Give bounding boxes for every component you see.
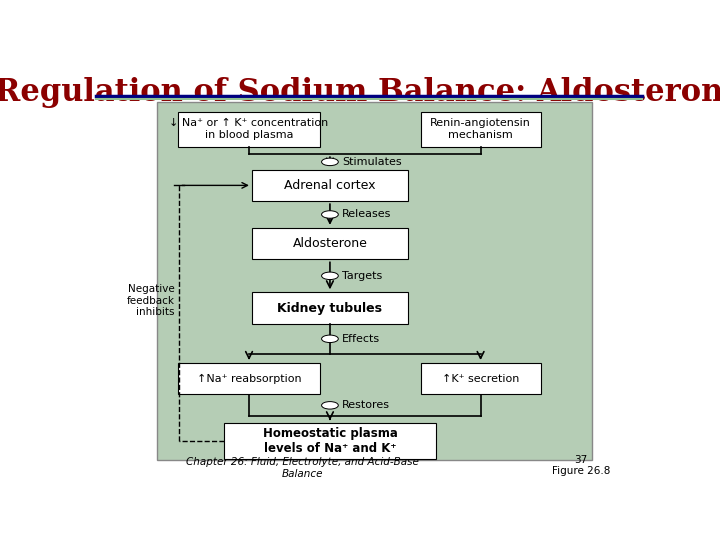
FancyBboxPatch shape <box>252 228 408 259</box>
Ellipse shape <box>322 158 338 166</box>
Text: Negative
feedback
inhibits: Negative feedback inhibits <box>127 284 175 318</box>
Text: Adrenal cortex: Adrenal cortex <box>284 179 376 192</box>
Text: Aldosterone: Aldosterone <box>292 237 367 250</box>
Ellipse shape <box>322 272 338 280</box>
Text: Releases: Releases <box>342 210 392 219</box>
Text: Targets: Targets <box>342 271 382 281</box>
Ellipse shape <box>322 402 338 409</box>
Text: ↑Na⁺ reabsorption: ↑Na⁺ reabsorption <box>197 374 302 384</box>
Text: Homeostatic plasma
levels of Na⁺ and K⁺: Homeostatic plasma levels of Na⁺ and K⁺ <box>263 427 397 455</box>
FancyBboxPatch shape <box>178 363 320 394</box>
FancyBboxPatch shape <box>157 102 593 460</box>
Text: 37
Figure 26.8: 37 Figure 26.8 <box>552 455 611 476</box>
FancyBboxPatch shape <box>224 423 436 459</box>
Text: ↓ Na⁺ or ↑ K⁺ concentration
in blood plasma: ↓ Na⁺ or ↑ K⁺ concentration in blood pla… <box>169 118 328 140</box>
Text: Restores: Restores <box>342 400 390 410</box>
Text: Stimulates: Stimulates <box>342 157 402 167</box>
Ellipse shape <box>322 211 338 218</box>
FancyBboxPatch shape <box>252 293 408 323</box>
Text: Effects: Effects <box>342 334 380 344</box>
FancyBboxPatch shape <box>420 363 541 394</box>
Text: Renin-angiotensin
mechanism: Renin-angiotensin mechanism <box>430 118 531 140</box>
Text: Kidney tubules: Kidney tubules <box>277 301 382 314</box>
FancyBboxPatch shape <box>178 112 320 147</box>
FancyBboxPatch shape <box>420 112 541 147</box>
Text: ↑K⁺ secretion: ↑K⁺ secretion <box>442 374 519 384</box>
Text: Regulation of Sodium Balance: Aldosterone: Regulation of Sodium Balance: Aldosteron… <box>0 77 720 109</box>
FancyBboxPatch shape <box>252 170 408 201</box>
Text: Chapter 26: Fluid, Electrolyte, and Acid-Base
Balance: Chapter 26: Fluid, Electrolyte, and Acid… <box>186 457 418 478</box>
Ellipse shape <box>322 335 338 342</box>
